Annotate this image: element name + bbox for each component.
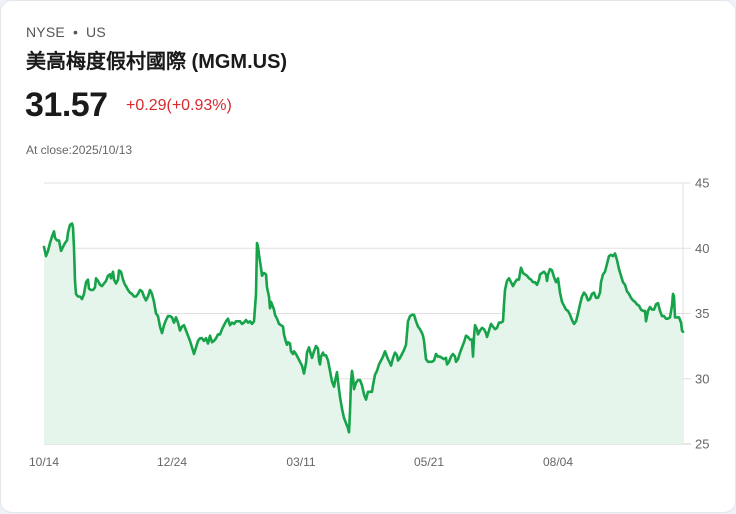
y-axis-labels: 45 40 35 30 25 bbox=[695, 176, 709, 452]
x-tick-label: 08/04 bbox=[543, 455, 573, 469]
x-tick-label: 05/21 bbox=[414, 455, 444, 469]
y-tick-label: 30 bbox=[695, 371, 709, 386]
x-tick-label: 03/11 bbox=[286, 455, 315, 469]
x-tick-label: 12/24 bbox=[157, 455, 187, 469]
close-time: At close:2025/10/13 bbox=[26, 143, 133, 157]
x-tick-label: 10/14 bbox=[29, 455, 59, 469]
price-line bbox=[42, 222, 685, 434]
exchange-name: NYSE bbox=[26, 24, 65, 40]
price-area-fill bbox=[44, 223, 683, 444]
x-axis-labels: 10/14 12/24 03/11 05/21 08/04 bbox=[29, 455, 573, 469]
y-tick-label: 35 bbox=[695, 306, 709, 321]
y-tick-label: 45 bbox=[695, 176, 709, 191]
price-change: +0.29(+0.93%) bbox=[126, 97, 232, 114]
exchange-info: NYSE • US bbox=[26, 24, 106, 40]
market-name: US bbox=[86, 24, 106, 40]
stock-title: 美高梅度假村國際 (MGM.US) bbox=[26, 51, 288, 73]
stock-price: 31.57 bbox=[25, 86, 108, 124]
y-tick-label: 25 bbox=[695, 437, 709, 452]
separator-dot: • bbox=[72, 24, 79, 40]
y-tick-label: 40 bbox=[695, 241, 709, 256]
